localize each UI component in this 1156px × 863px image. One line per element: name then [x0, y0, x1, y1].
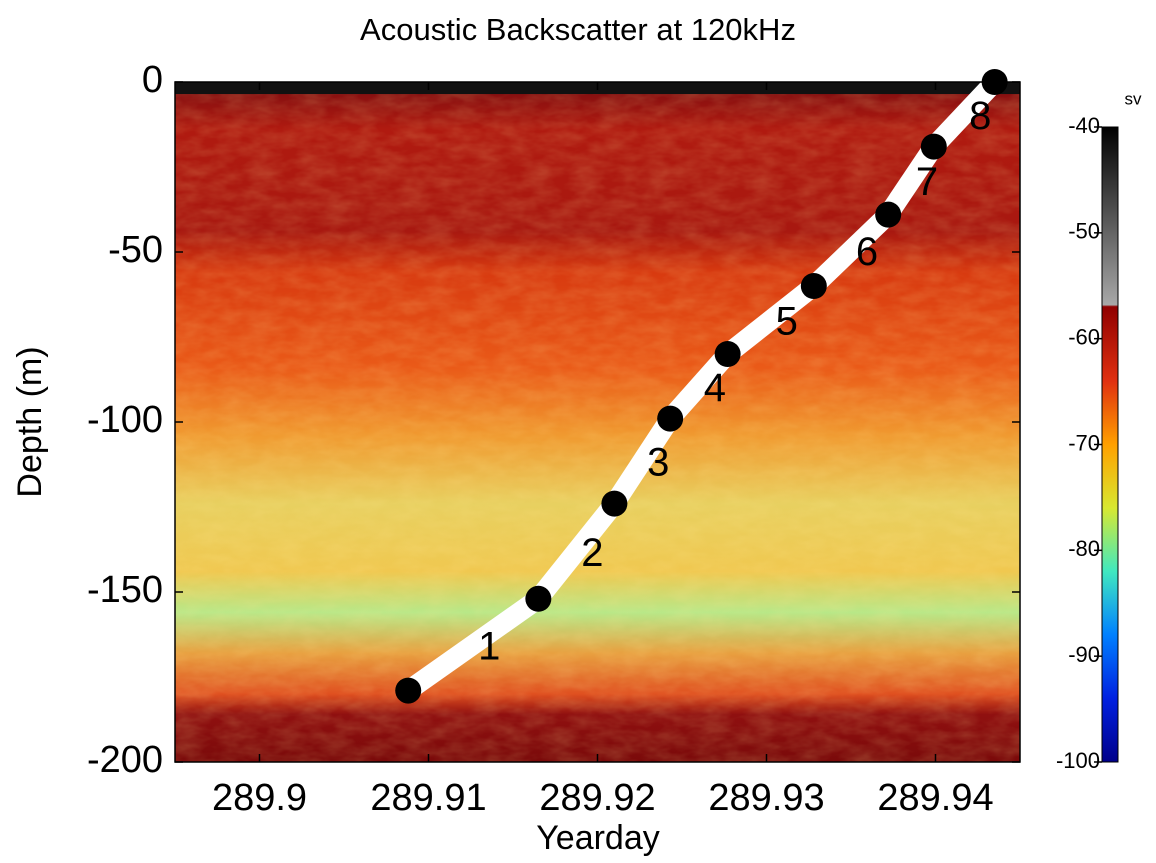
- segment-label: 2: [581, 531, 603, 575]
- colorbar-label: sv: [1125, 89, 1143, 108]
- x-tick-label: 289.9: [212, 777, 307, 819]
- colorbar-tick-label: -60: [1068, 324, 1100, 349]
- x-axis-label: Yearday: [536, 819, 660, 857]
- segment-label: 6: [856, 230, 878, 274]
- station-marker: [800, 273, 827, 299]
- colorbar-tick-label: -90: [1068, 642, 1100, 667]
- segment-label: 7: [916, 160, 938, 204]
- y-tick-label: -100: [87, 399, 163, 441]
- station-marker: [714, 341, 741, 367]
- station-marker: [525, 585, 552, 612]
- chart-title: Acoustic Backscatter at 120kHz: [360, 12, 796, 47]
- colorbar-tick-label: -40: [1068, 113, 1100, 138]
- segment-label: 8: [969, 94, 991, 138]
- station-marker: [920, 133, 947, 160]
- y-tick-label: 0: [142, 59, 163, 101]
- y-axis-label: Depth (m): [11, 346, 49, 497]
- station-marker: [601, 490, 628, 517]
- station-marker: [395, 677, 422, 704]
- x-tick-label: 289.93: [708, 777, 824, 819]
- y-tick-label: -50: [108, 229, 163, 271]
- segment-label: 4: [704, 366, 726, 410]
- y-tick-label: -200: [87, 739, 163, 781]
- station-marker: [981, 69, 1008, 95]
- colorbar: [1101, 126, 1119, 763]
- x-tick-label: 289.92: [539, 777, 655, 819]
- y-tick-label: -150: [87, 569, 163, 611]
- colorbar-tick-label: -80: [1068, 536, 1100, 561]
- colorbar-tick-label: -100: [1056, 748, 1100, 773]
- segment-label: 1: [478, 624, 500, 668]
- colorbar-tick-label: -50: [1068, 219, 1100, 244]
- x-tick-label: 289.94: [877, 777, 993, 819]
- colorbar-tick-label: -70: [1068, 430, 1100, 455]
- echogram-texture: [175, 82, 1020, 762]
- station-marker: [875, 201, 902, 228]
- segment-label: 3: [647, 441, 669, 485]
- station-marker: [657, 405, 684, 432]
- segment-label: 5: [776, 300, 798, 344]
- x-tick-label: 289.91: [370, 777, 486, 819]
